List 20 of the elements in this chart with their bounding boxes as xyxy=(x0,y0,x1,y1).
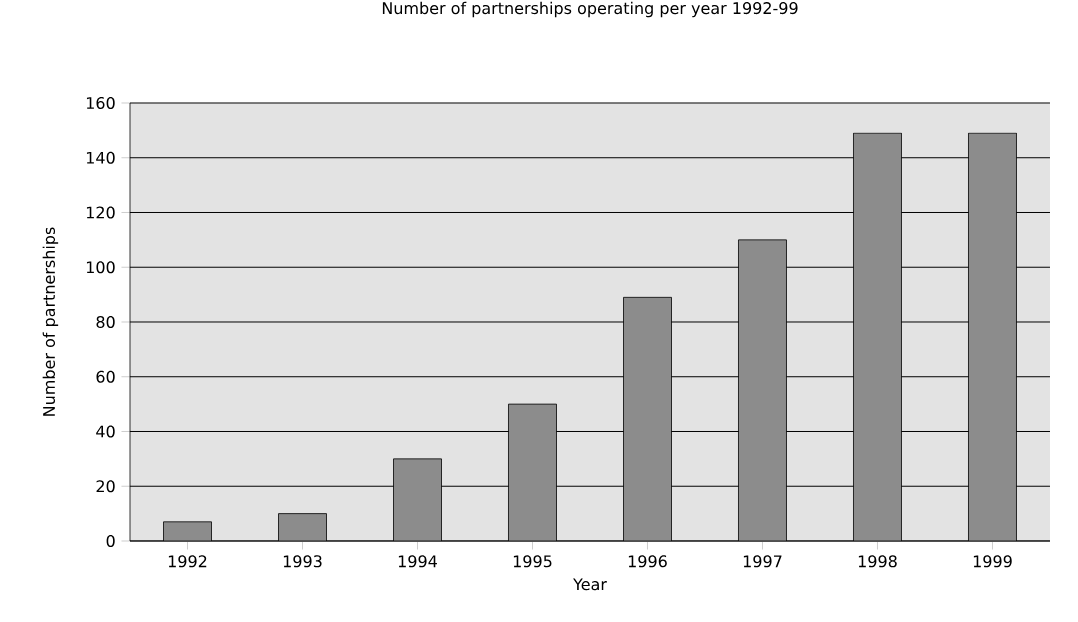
x-tick-label: 1998 xyxy=(858,555,897,568)
x-tick-label: 1999 xyxy=(973,555,1012,568)
x-tick-label: 1997 xyxy=(743,555,782,568)
y-tick-label: 40 xyxy=(96,425,115,438)
y-tick-label: 140 xyxy=(86,151,115,164)
y-axis-title: Number of partnerships xyxy=(42,227,59,416)
y-tick-label: 160 xyxy=(86,96,115,110)
x-axis-title: Year xyxy=(573,578,607,591)
y-tick-label: 20 xyxy=(96,480,115,493)
y-tick-label: 100 xyxy=(86,261,115,274)
y-tick-label: 60 xyxy=(96,370,115,383)
x-tick-label: 1994 xyxy=(398,555,437,568)
y-tick-label: 80 xyxy=(96,315,115,329)
x-tick-label: 1996 xyxy=(628,555,667,568)
x-tick-label: 1995 xyxy=(513,555,552,568)
chart-title: Number of partnerships operating per year 1992-99 xyxy=(382,1,798,18)
y-tick-label: 0 xyxy=(106,534,115,548)
x-tick-label: 1992 xyxy=(168,555,207,568)
x-tick-label: 1993 xyxy=(283,555,322,568)
y-tick-label: 120 xyxy=(86,206,115,219)
